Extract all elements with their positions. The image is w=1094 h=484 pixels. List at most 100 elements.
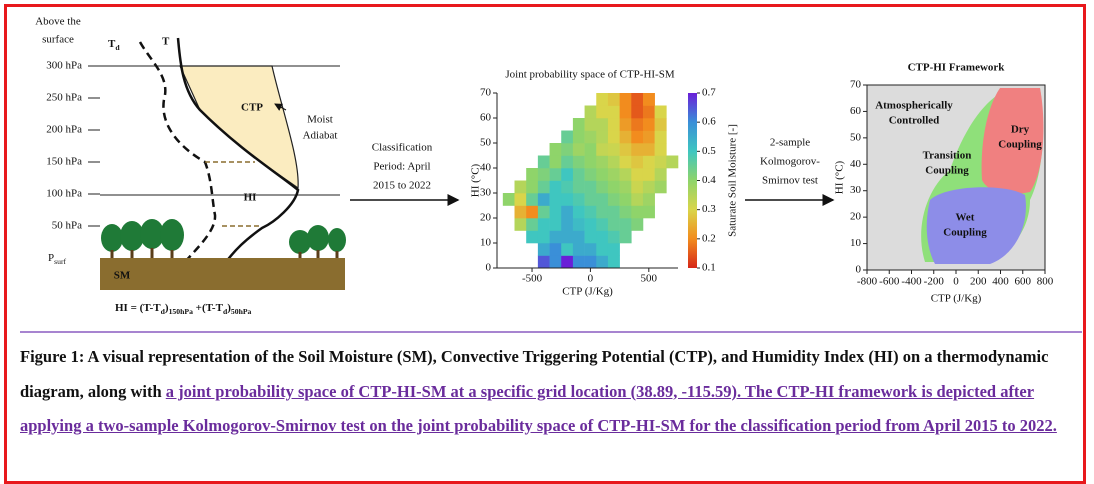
heatmap-cell: [549, 218, 562, 231]
heatmap-cell: [654, 118, 667, 131]
heatmap-cell: [596, 105, 609, 119]
heatmap-cell: [561, 243, 574, 256]
heatmap-cell: [596, 193, 609, 206]
y-tick-label: 40: [850, 158, 862, 170]
y-tick-label: 20: [480, 212, 492, 224]
heatmap-cell: [514, 193, 527, 206]
heatmap-cell: [642, 105, 655, 119]
formula: HI = (T-Td)150hPa +(T-Td)50hPa: [115, 302, 252, 317]
heatmap-cell: [607, 130, 620, 144]
x-tick-label: 600: [1015, 276, 1032, 288]
heatmap-cell: [502, 193, 515, 206]
arrow-label: Classification: [372, 142, 433, 154]
heatmap-cell: [666, 155, 679, 169]
heatmap-cell: [584, 118, 597, 131]
heatmap-cell: [572, 230, 585, 244]
pressure-label: 200 hPa: [46, 124, 82, 136]
heatmap-cell: [584, 243, 597, 256]
heatmap-cell: [619, 118, 632, 131]
heatmap-title: Joint probability space of CTP-HI-SM: [505, 69, 674, 81]
above-label: Above the: [35, 16, 81, 28]
colorbar-tick-label: 0.6: [702, 116, 716, 128]
colorbar-tick-label: 0.1: [702, 262, 716, 274]
moist-label: Adiabat: [303, 130, 338, 142]
heatmap-cell: [572, 130, 585, 144]
heatmap-cell: [561, 168, 574, 181]
formula-part: HI = (T-T: [115, 302, 161, 314]
heatmap-cell: [642, 168, 655, 181]
heatmap-cell: [596, 118, 609, 131]
heatmap-cell: [631, 130, 644, 144]
heatmap-cell: [619, 155, 632, 169]
heatmap-cell: [607, 93, 620, 106]
y-tick-label: 70: [480, 87, 492, 99]
heatmap-cell: [596, 155, 609, 169]
heatmap-cell: [596, 168, 609, 181]
heatmap-cell: [642, 93, 655, 106]
heatmap-cell: [549, 243, 562, 256]
heatmap-cell: [642, 205, 655, 219]
psurf-label-part: P: [48, 252, 54, 264]
heatmap-cell: [607, 105, 620, 119]
formula-part: ): [165, 302, 169, 314]
region-label: Coupling: [943, 227, 987, 239]
x-tick-label: 400: [992, 276, 1009, 288]
page: {"thermo": { "above": ["Above the", "sur…: [4, 4, 1086, 484]
heatmap-cell: [596, 180, 609, 194]
heatmap-cell: [537, 193, 550, 206]
pressure-label: 300 hPa: [46, 60, 82, 72]
heatmap-cell: [619, 218, 632, 231]
heatmap-cell: [619, 143, 632, 156]
heatmap-cell: [619, 130, 632, 144]
heatmap-cell: [537, 255, 550, 269]
region-label: Transition: [923, 150, 972, 162]
arrow-label: Period: April: [373, 161, 430, 173]
heatmap-cell: [596, 143, 609, 156]
formula-part: 50hPa: [231, 307, 252, 316]
x-tick-label: 0: [953, 276, 959, 288]
heatmap-cell: [549, 230, 562, 244]
heatmap-cell: [584, 230, 597, 244]
td-label-part: d: [115, 43, 120, 52]
heatmap-cell: [572, 218, 585, 231]
y-tick-label: 10: [850, 237, 862, 249]
heatmap-cell: [607, 243, 620, 256]
y-tick-label: 60: [850, 105, 862, 117]
colorbar: [688, 93, 697, 268]
pressure-label: 100 hPa: [46, 188, 82, 200]
heatmap-cell: [572, 155, 585, 169]
heatmap-cell: [631, 143, 644, 156]
heatmap-cell: [631, 218, 644, 231]
heatmap-cell: [631, 168, 644, 181]
region-label: Atmospherically: [875, 100, 953, 112]
heatmap-cell: [596, 205, 609, 219]
heatmap-cell: [549, 205, 562, 219]
heatmap-cell: [584, 205, 597, 219]
heatmap-cell: [654, 105, 667, 119]
heatmap-cell: [607, 193, 620, 206]
heatmap-cell: [642, 143, 655, 156]
heatmap-cell: [596, 230, 609, 244]
x-tick-label: -200: [924, 276, 945, 288]
y-tick-label: 0: [856, 264, 862, 276]
caption-link[interactable]: a joint probability space of CTP-HI-SM a…: [20, 381, 1057, 436]
above-label: surface: [42, 34, 74, 46]
heatmap-cell: [537, 180, 550, 194]
moist-label: Moist: [307, 114, 333, 126]
ctp-label: CTP: [241, 102, 263, 114]
heatmap-cell: [526, 205, 539, 219]
colorbar-tick-label: 0.7: [702, 87, 716, 99]
colorbar-tick-label: 0.3: [702, 203, 716, 215]
heatmap-cell: [619, 230, 632, 244]
heatmap-cell: [584, 155, 597, 169]
arrow-label: 2-sample: [770, 137, 810, 149]
heatmap-cell: [584, 105, 597, 119]
region-label: Wet: [956, 212, 975, 224]
heatmap-cell: [631, 118, 644, 131]
heatmap-cell: [526, 193, 539, 206]
x-tick-label: 0: [588, 273, 594, 285]
formula-part: ): [227, 302, 231, 314]
heatmap-cell: [561, 255, 574, 269]
region-label: Dry: [1011, 124, 1030, 136]
formula-part: 150hPa: [169, 307, 194, 316]
